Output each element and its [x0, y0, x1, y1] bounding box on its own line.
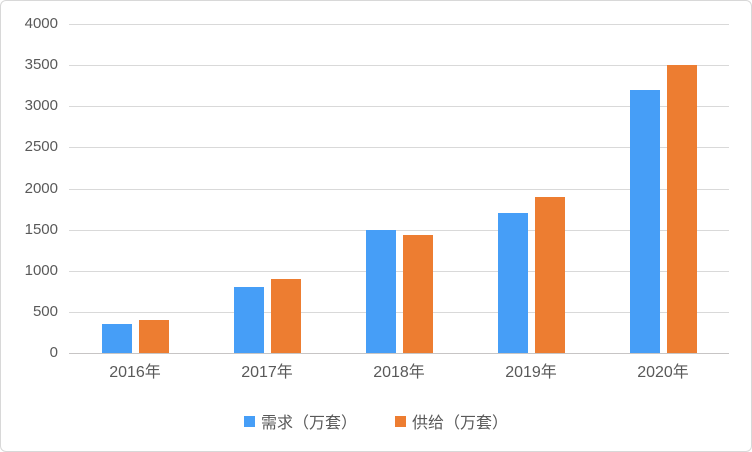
legend-label-supply: 供给（万套） [412, 415, 509, 432]
x-axis-line [69, 353, 729, 354]
legend-swatch-demand-icon [243, 415, 255, 427]
bar-supply-2019 [535, 197, 565, 353]
x-tick-label-2017: 2017年 [241, 364, 293, 381]
bar-demand-2020 [630, 90, 660, 353]
bar-demand-2019 [498, 213, 528, 353]
x-tick-label-2016: 2016年 [109, 364, 161, 381]
legend-swatch-supply-icon [395, 415, 406, 427]
gridline-500 [69, 312, 729, 313]
gridline-2000 [69, 189, 729, 190]
y-tick-label-2000: 2000 [24, 180, 58, 197]
gridline-2500 [69, 147, 729, 148]
legend-label-demand: 需求（万套） [260, 415, 357, 432]
legend-item-demand: 需求（万套） [243, 409, 357, 433]
x-tick-label-2019: 2019年 [505, 364, 557, 381]
bar-demand-2018 [366, 230, 396, 353]
x-tick-label-2020: 2020年 [637, 364, 689, 381]
y-tick-label-3500: 3500 [24, 56, 58, 73]
y-tick-label-2500: 2500 [24, 138, 58, 155]
gridline-1000 [69, 271, 729, 272]
y-tick-label-4000: 4000 [24, 15, 58, 32]
bar-supply-2016 [139, 320, 169, 353]
gridline-1500 [69, 230, 729, 231]
bar-supply-2018 [403, 235, 433, 353]
legend-item-supply: 供给（万套） [395, 409, 508, 433]
y-tick-label-500: 500 [32, 303, 58, 320]
y-tick-label-1000: 1000 [24, 262, 58, 279]
y-tick-label-3000: 3000 [24, 97, 58, 114]
bar-supply-2020 [667, 65, 697, 353]
gridline-3500 [69, 65, 729, 66]
legend: 需求（万套） 供给（万套） [1, 409, 751, 433]
y-tick-label-1500: 1500 [24, 221, 58, 238]
bar-supply-2017 [271, 279, 301, 353]
bar-demand-2017 [234, 287, 264, 353]
y-tick-label-0: 0 [49, 344, 58, 361]
gridline-4000 [69, 24, 729, 25]
gridline-3000 [69, 106, 729, 107]
x-tick-label-2018: 2018年 [373, 364, 425, 381]
bar-demand-2016 [102, 324, 132, 353]
